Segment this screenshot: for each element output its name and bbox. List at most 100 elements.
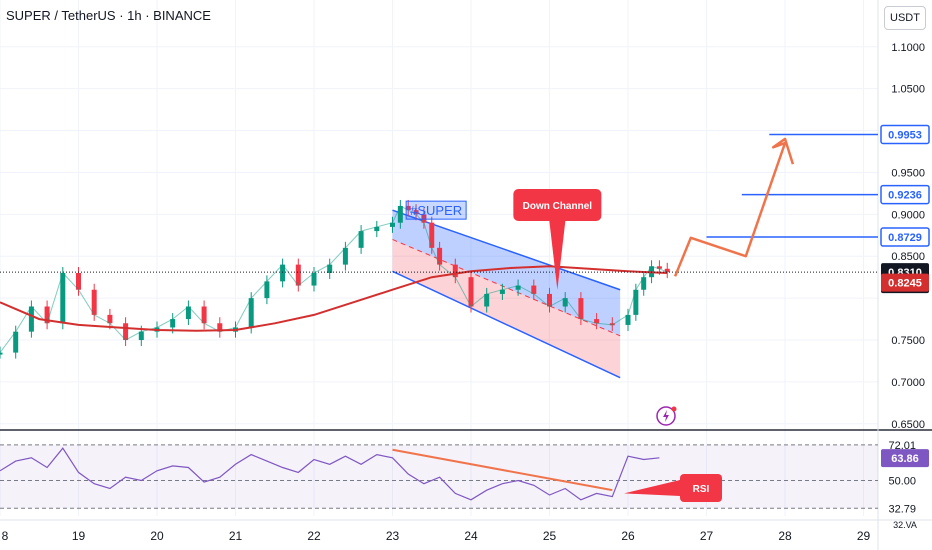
candle-body [217, 323, 223, 332]
candle-body [594, 319, 600, 324]
candle-body [76, 272, 81, 290]
candle-body [484, 293, 490, 307]
candle-body [295, 264, 301, 286]
candle-body [358, 231, 364, 248]
candle-body [468, 277, 474, 307]
candle-body [656, 266, 662, 269]
symbol-title: SUPER / TetherUS · 1h · BINANCE [6, 8, 211, 23]
time-tick-label: 23 [386, 529, 400, 543]
candle-body [437, 247, 443, 265]
projection-arrow [673, 137, 795, 277]
time-tick-label: 20 [150, 529, 164, 543]
price-tick-label: 0.9000 [891, 209, 925, 221]
candle-body [578, 298, 584, 320]
price-tick-label: 0.6500 [891, 419, 925, 431]
rsi-callout-box [680, 474, 722, 502]
candle-body [633, 289, 639, 315]
candle-body [13, 331, 19, 353]
price-badge [880, 184, 930, 205]
price-tick-label: 1.1000 [891, 42, 925, 54]
rsi-band-fill [0, 444, 878, 509]
candle-body [327, 264, 333, 273]
rsi-callout-label: RSI [693, 484, 710, 495]
rsi-line [0, 447, 660, 501]
candle-body [107, 314, 113, 324]
rsi-partial-tick: 32.VA [893, 520, 917, 530]
time-tick-label: 26 [621, 529, 635, 543]
candle-body [342, 247, 348, 265]
price-badge [880, 227, 930, 247]
rsi-tick-label: 72.01 [888, 440, 916, 452]
candle-body [201, 306, 207, 324]
symbol-label: #SUPER [410, 203, 462, 218]
rsi-tick-label: 50.00 [888, 475, 916, 487]
candle-body [60, 272, 66, 324]
candle-body [499, 289, 505, 294]
candle-body [641, 277, 647, 290]
rsi-current-label: 63.86 [891, 453, 919, 465]
candle-body [138, 331, 144, 341]
price-tick-label: 1.0500 [891, 84, 925, 96]
price-badge-label: 0.9236 [888, 190, 922, 202]
candle-body [413, 210, 419, 215]
candle-body [405, 205, 411, 211]
channel-lower-line [392, 270, 621, 379]
candle-body [397, 205, 403, 223]
rsi-callout-pointer [624, 480, 680, 496]
candle-body [28, 306, 34, 332]
rsi-divergence-line [392, 448, 613, 492]
price-tick-label: 0.7000 [891, 377, 925, 389]
price-tick-label: 0.7500 [891, 335, 925, 347]
time-tick-label: 27 [700, 529, 714, 543]
time-tick-label: 28 [778, 529, 792, 543]
price-badge-label: 0.8245 [888, 278, 922, 290]
time-tick-label: 24 [464, 529, 478, 543]
candle-body [664, 268, 670, 273]
candle-body [625, 314, 631, 325]
time-tick-label: 8 [2, 529, 9, 543]
candle-body [421, 214, 427, 223]
currency-button[interactable]: USDT [884, 6, 926, 30]
candle-body [609, 323, 615, 326]
price-badge [880, 124, 930, 145]
candle-body [531, 285, 537, 294]
candle-body [185, 306, 191, 320]
rsi-tick-label: 32.79 [888, 503, 916, 515]
candle-body [248, 298, 254, 328]
time-tick-label: 25 [543, 529, 557, 543]
candle-body [280, 264, 286, 282]
notification-dot [671, 406, 677, 412]
candle-body [170, 319, 176, 328]
channel-callout-box [513, 189, 602, 221]
candle-body [452, 264, 458, 278]
candle-body [429, 222, 435, 248]
candle-body [547, 293, 552, 307]
time-tick-label: 19 [72, 529, 86, 543]
candle-body [123, 323, 129, 341]
candle-body [0, 352, 3, 355]
candle-body [311, 272, 317, 286]
candle-body [374, 226, 380, 232]
price-tick-label: 0.8500 [891, 251, 925, 263]
time-tick-label: 29 [857, 529, 871, 543]
candle-body [390, 222, 395, 227]
channel-callout-label: Down Channel [523, 201, 593, 212]
time-tick-label: 22 [307, 529, 321, 543]
price-line [0, 205, 668, 353]
candle-body [515, 285, 521, 290]
symbol-label-box [405, 200, 467, 220]
price-tick-label: 0.9500 [891, 167, 925, 179]
candle-body [264, 281, 270, 299]
rsi-current-badge [881, 449, 929, 468]
candle-body [44, 306, 50, 324]
price-badge-label: 0.9953 [888, 129, 922, 141]
price-badge-label: 0.8729 [888, 232, 922, 244]
candle-body [562, 298, 568, 307]
time-tick-label: 21 [229, 529, 243, 543]
channel-callout-pointer [549, 221, 566, 290]
lightning-icon-bolt [663, 410, 669, 422]
candle-body [91, 289, 97, 315]
price-badge [881, 273, 929, 292]
